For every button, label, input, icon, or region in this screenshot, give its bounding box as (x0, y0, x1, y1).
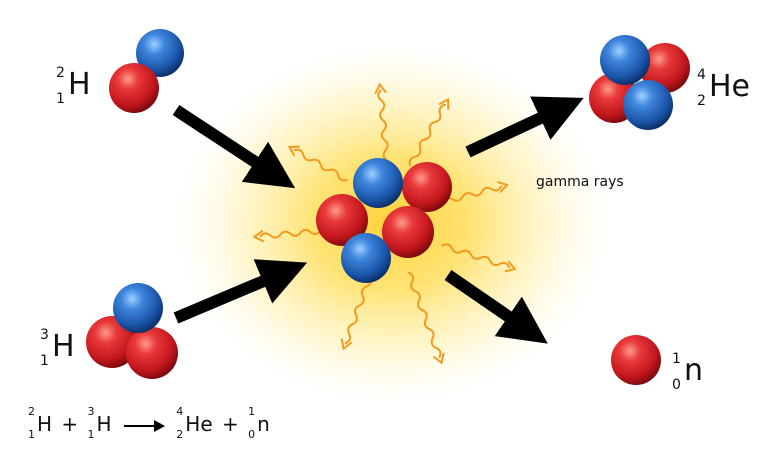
proton (402, 162, 452, 212)
element-symbol: H (68, 67, 91, 102)
neutron (341, 233, 391, 283)
neutron (353, 158, 403, 208)
eq-nuclide-numbers: 4 2 (176, 406, 185, 440)
eq-nuclide-numbers: 3 1 (88, 406, 97, 440)
eq-symbol: H (37, 412, 53, 436)
eq-nuclide-numbers: 2 1 (28, 406, 37, 440)
element-symbol: n (684, 353, 704, 388)
mass-number: 2 (56, 65, 65, 81)
proton (126, 327, 178, 379)
atomic-number: 0 (248, 428, 256, 441)
neutron (113, 283, 163, 333)
atomic-number: 1 (56, 91, 65, 107)
atomic-number: 2 (176, 428, 184, 441)
arrow-deuterium-in (172, 104, 296, 189)
eq-symbol: H (96, 412, 112, 436)
reaction-arrows (172, 96, 584, 344)
neutron-product (611, 335, 661, 385)
mass-number: 4 (697, 67, 706, 83)
nuclide-numbers: 2 1 (56, 66, 68, 106)
atomic-number: 2 (697, 93, 706, 109)
neutron (623, 80, 673, 130)
label-neutron: 1 0 n (672, 352, 704, 392)
atomic-number: 1 (87, 428, 95, 441)
mass-number: 2 (28, 405, 35, 418)
mass-number: 3 (40, 327, 49, 343)
gamma-rays-label: gamma rays (536, 174, 624, 190)
element-symbol: He (709, 69, 751, 104)
deuterium-nucleus (109, 29, 184, 113)
nuclide-numbers: 4 2 (697, 68, 709, 108)
proton (382, 206, 434, 258)
atomic-number: 1 (28, 428, 35, 441)
proton (109, 63, 159, 113)
label-helium: 4 2 He (697, 68, 751, 108)
helium-nucleus (589, 35, 690, 130)
element-symbol: H (52, 329, 75, 364)
mass-number: 1 (248, 405, 256, 418)
neutron (600, 35, 650, 85)
label-deuterium: 2 1 H (56, 66, 91, 106)
mass-number: 4 (176, 405, 184, 418)
proton (611, 335, 661, 385)
fusing-cluster (316, 158, 452, 283)
nuclide-numbers: 1 0 (672, 352, 684, 392)
tritium-nucleus (86, 283, 178, 379)
gamma-ray-head (374, 82, 387, 94)
eq-arrow-icon (123, 419, 165, 432)
reaction-equation: 2 1 H + 3 1 H 4 2 He + 1 0 n (28, 406, 270, 440)
eq-plus: + (222, 412, 239, 436)
neutron (136, 29, 184, 77)
atomic-number: 0 (672, 377, 681, 393)
arrow-tritium-in (173, 259, 308, 324)
nuclide-numbers: 3 1 (40, 328, 52, 368)
proton (316, 194, 368, 246)
mass-number: 3 (87, 405, 95, 418)
eq-symbol: He (185, 412, 213, 436)
eq-symbol: n (257, 412, 270, 436)
arrow-helium-out (465, 96, 584, 158)
arrow-neutron-out (444, 270, 548, 344)
atomic-number: 1 (40, 353, 49, 369)
gamma-ray-wave (377, 89, 389, 162)
eq-plus: + (61, 412, 79, 436)
mass-number: 1 (672, 351, 681, 367)
label-tritium: 3 1 H (40, 328, 75, 368)
gamma-rays (252, 82, 517, 365)
eq-nuclide-numbers: 1 0 (248, 406, 257, 440)
